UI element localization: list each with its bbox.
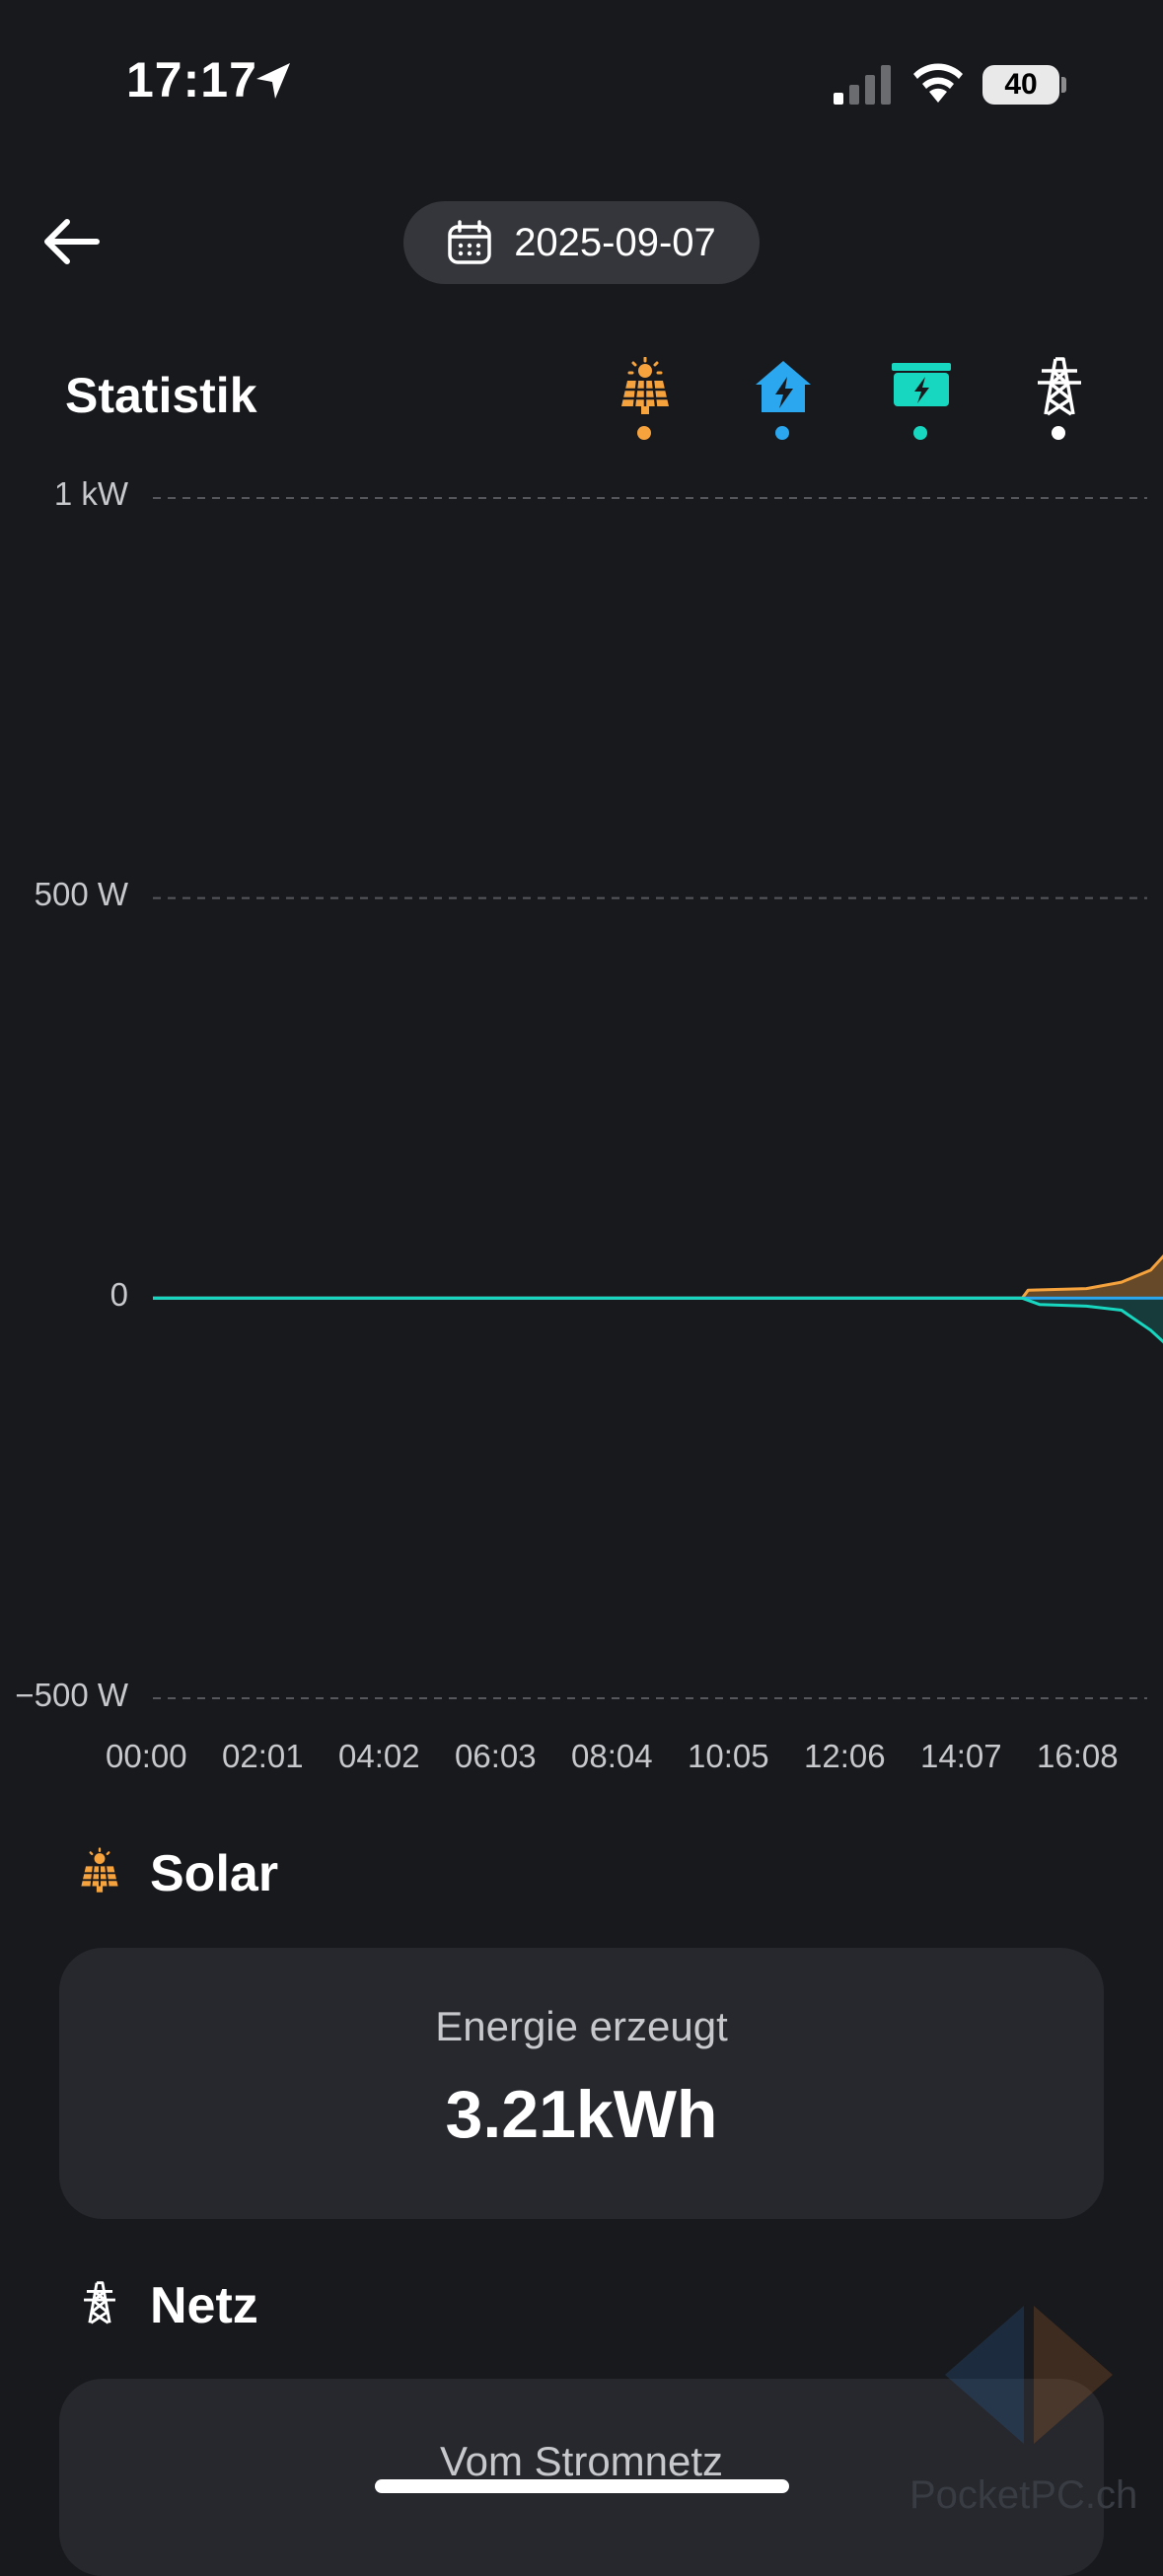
house-bolt-icon — [756, 361, 811, 412]
location-arrow-icon — [256, 63, 290, 99]
series-line-2 — [153, 1296, 1163, 1344]
y-tick-label: −500 W — [15, 1677, 128, 1713]
x-tick-label: 10:05 — [688, 1738, 769, 1774]
x-tick-label: 12:06 — [804, 1738, 886, 1774]
y-tick-label: 0 — [109, 1276, 128, 1313]
calendar-icon — [448, 220, 491, 264]
legend-grid-toggle[interactable] — [1020, 357, 1099, 446]
watermark-logo — [945, 2306, 1113, 2444]
battery-bolt-icon — [892, 363, 951, 406]
series-line-1 — [153, 1296, 1163, 1300]
solar-energy-card: Energie erzeugt 3.21kWh — [59, 1948, 1104, 2219]
x-tick-label: 02:01 — [222, 1738, 304, 1774]
power-pylon-icon — [1038, 357, 1081, 416]
solar-panel-icon — [621, 356, 669, 414]
legend-dot — [1052, 426, 1065, 440]
solar-panel-icon — [81, 1847, 118, 1893]
power-chart[interactable] — [0, 0, 1163, 1775]
power-pylon-icon — [84, 2281, 115, 2325]
legend-dot — [775, 426, 789, 440]
legend-dot — [637, 426, 651, 440]
grid-section-title: Netz — [150, 2277, 258, 2334]
series-line-0 — [153, 1253, 1163, 1300]
cellular-signal-icon — [834, 65, 891, 105]
solar-energy-value: 3.21kWh — [445, 2077, 718, 2152]
x-tick-label: 08:04 — [571, 1738, 653, 1774]
statistics-title: Statistik — [65, 368, 257, 423]
battery-nub — [1061, 77, 1066, 93]
series-area-2 — [153, 1298, 1163, 1342]
watermark-text: PocketPC.ch — [909, 2473, 1138, 2517]
x-tick-label: 00:00 — [106, 1738, 187, 1774]
wifi-icon — [913, 63, 963, 103]
solar-section-title: Solar — [150, 1845, 279, 1902]
y-tick-label: 500 W — [34, 876, 128, 912]
x-tick-label: 14:07 — [920, 1738, 1002, 1774]
legend-dot — [913, 426, 927, 440]
solar-energy-label: Energie erzeugt — [435, 2003, 728, 2049]
battery-icon: 40 — [982, 65, 1059, 105]
date-label: 2025-09-07 — [514, 220, 716, 264]
legend-solar-toggle[interactable] — [606, 356, 685, 446]
legend-battery-toggle[interactable] — [882, 357, 961, 446]
y-tick-label: 1 kW — [53, 475, 128, 512]
x-tick-label: 16:08 — [1037, 1738, 1119, 1774]
series-area-1 — [153, 1298, 1163, 1299]
date-picker-button[interactable]: 2025-09-07 — [403, 201, 760, 284]
x-tick-label: 06:03 — [455, 1738, 537, 1774]
legend-house-toggle[interactable] — [744, 357, 823, 446]
x-tick-label: 04:02 — [338, 1738, 420, 1774]
status-time: 17:17 — [126, 52, 257, 107]
home-indicator[interactable] — [375, 2479, 789, 2493]
grid-energy-label: Vom Stromnetz — [439, 2438, 724, 2484]
back-button[interactable] — [39, 212, 109, 271]
series-area-0 — [153, 1256, 1163, 1299]
